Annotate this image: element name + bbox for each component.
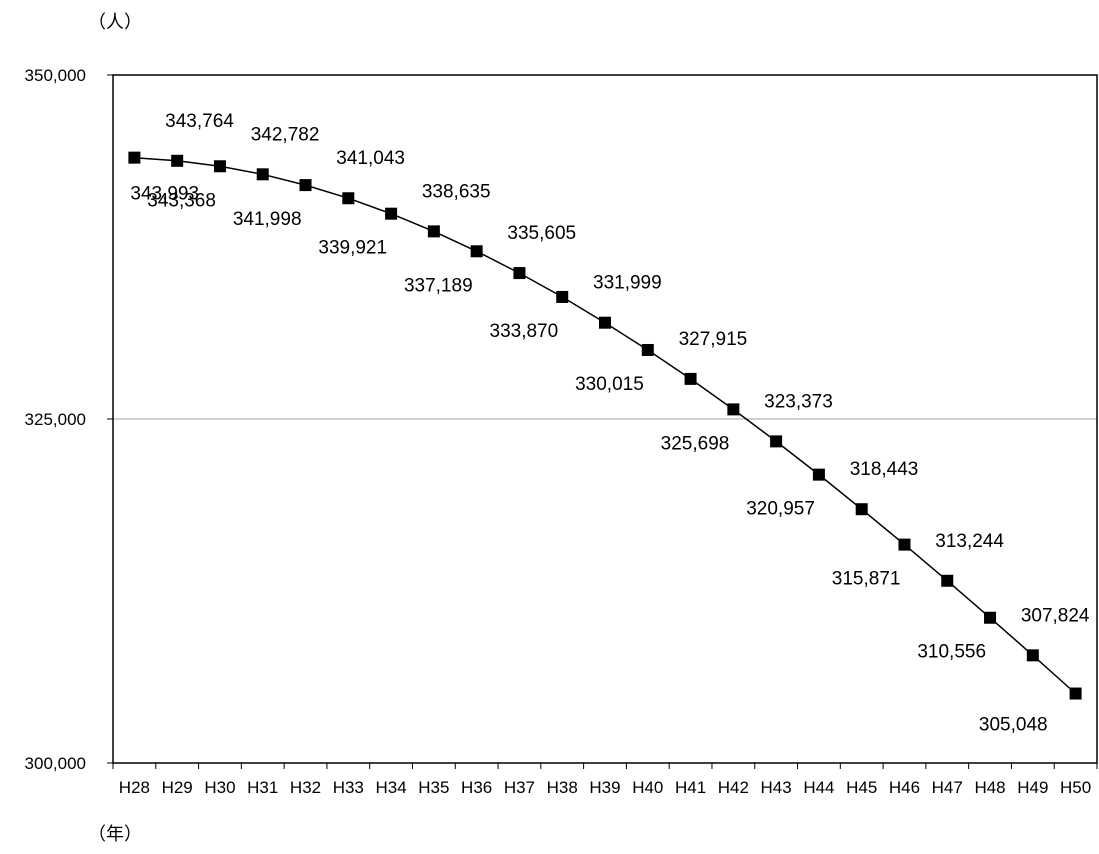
data-label: 313,244: [935, 531, 1004, 552]
data-label: 325,698: [661, 433, 730, 454]
data-point-marker: [427, 225, 440, 238]
x-tick-label: H48: [974, 778, 1005, 797]
data-label: 310,556: [917, 642, 986, 663]
x-tick-label: H47: [932, 778, 963, 797]
data-label: 320,957: [746, 499, 815, 520]
y-tick-label: 325,000: [25, 410, 86, 429]
data-point-marker: [1069, 687, 1082, 700]
x-tick-label: H30: [204, 778, 235, 797]
data-point-marker: [684, 372, 697, 385]
data-label: 330,015: [575, 374, 644, 395]
data-label: 343,764: [165, 111, 234, 132]
data-label: 327,915: [679, 329, 748, 350]
data-point-marker: [342, 192, 355, 205]
data-point-marker: [641, 343, 654, 356]
data-point-marker: [385, 207, 398, 220]
data-label: 307,824: [1021, 605, 1090, 626]
data-point-marker: [171, 154, 184, 167]
population-series-line: [134, 156, 1077, 695]
data-point-marker: [256, 168, 269, 181]
data-point-marker: [470, 245, 483, 258]
x-tick-label: H45: [846, 778, 877, 797]
data-label: 343,368: [147, 190, 216, 211]
data-point-marker: [213, 160, 226, 173]
x-tick-label: H34: [375, 778, 406, 797]
data-label: 305,048: [979, 715, 1048, 736]
data-label: 331,999: [593, 273, 662, 294]
x-tick-label: H50: [1060, 778, 1091, 797]
x-axis-unit-label: （年）: [88, 824, 142, 845]
data-label: 341,043: [336, 148, 405, 169]
data-point-marker: [984, 611, 997, 624]
data-point-marker: [128, 151, 141, 164]
data-point-marker: [812, 468, 825, 481]
data-label: 343,993: [130, 184, 199, 205]
data-label: 338,635: [422, 181, 491, 202]
data-label: 333,870: [490, 321, 559, 342]
y-tick-label: 300,000: [25, 754, 86, 773]
x-tick-label: H35: [418, 778, 449, 797]
data-point-marker: [556, 290, 569, 303]
data-label: 323,373: [764, 391, 833, 412]
x-tick-label: H29: [162, 778, 193, 797]
data-label: 315,871: [832, 569, 901, 590]
x-tick-label: H44: [803, 778, 834, 797]
x-tick-label: H49: [1017, 778, 1048, 797]
data-point-marker: [727, 403, 740, 416]
x-tick-label: H40: [632, 778, 663, 797]
data-point-marker: [513, 267, 526, 280]
x-tick-label: H32: [290, 778, 321, 797]
data-label: 341,998: [233, 209, 302, 230]
data-label: 339,921: [318, 238, 387, 259]
data-point-marker: [898, 538, 911, 551]
y-axis-tick-labels: 300,000 325,000 350,000: [25, 66, 86, 773]
data-label: 342,782: [251, 124, 320, 145]
axis-ticks: [107, 74, 1098, 769]
data-point-markers: [128, 151, 1082, 700]
data-labels: 343,993 343,764 343,368 342,782 341,998 341,0…: [130, 111, 1090, 736]
x-tick-label: H46: [889, 778, 920, 797]
x-tick-label: H42: [718, 778, 749, 797]
data-point-marker: [855, 503, 868, 516]
x-tick-label: H38: [547, 778, 578, 797]
data-label: 337,189: [404, 275, 473, 296]
data-point-marker: [299, 179, 312, 192]
x-tick-label: H36: [461, 778, 492, 797]
data-point-marker: [1026, 649, 1039, 662]
data-point-marker: [599, 316, 611, 329]
x-tick-label: H39: [589, 778, 620, 797]
data-point-marker: [941, 574, 954, 587]
data-label: 318,443: [850, 459, 919, 480]
x-tick-label: H37: [504, 778, 535, 797]
x-tick-label: H31: [247, 778, 278, 797]
data-label: 335,605: [507, 223, 576, 244]
y-tick-label: 350,000: [25, 66, 86, 85]
data-point-marker: [770, 435, 783, 448]
x-tick-label: H33: [333, 778, 364, 797]
x-axis-tick-labels: H28 H29 H30 H31 H32 H33 H34 H35 H36 H37 H38 H39 H40 H…: [119, 778, 1091, 797]
y-axis-unit-label: （人）: [88, 12, 142, 33]
x-tick-label: H43: [761, 778, 792, 797]
x-tick-label: H28: [119, 778, 150, 797]
x-tick-label: H41: [675, 778, 706, 797]
